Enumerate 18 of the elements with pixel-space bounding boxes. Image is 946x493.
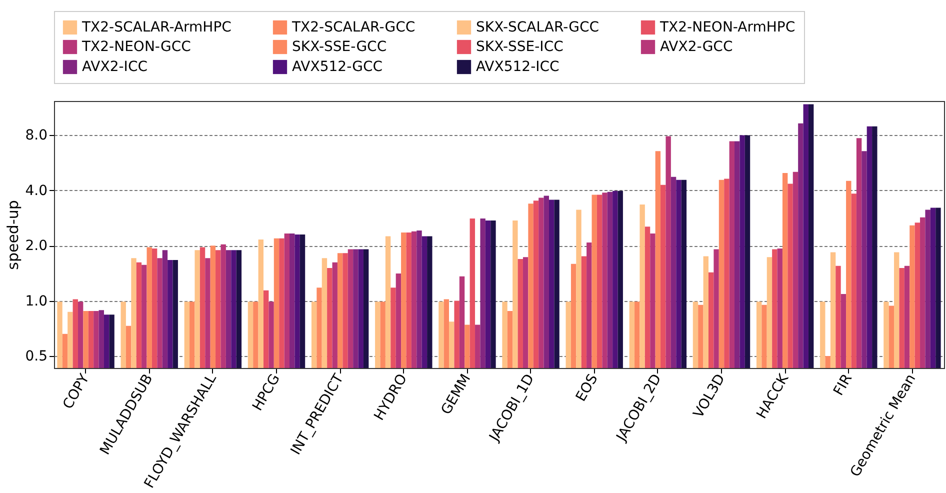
y-tick-label: 4.0 [25, 182, 48, 199]
y-tick-label: 1.0 [25, 293, 48, 310]
y-axis-title: speed-up [4, 200, 22, 270]
y-tick-label: 2.0 [25, 238, 48, 254]
legend-label: AVX512-GCC [292, 59, 383, 75]
legend-label: AVX2-ICC [82, 59, 148, 75]
legend-label: SKX-SSE-ICC [476, 39, 564, 55]
y-tick-label: 0.5 [25, 348, 48, 364]
y-tick-label: 8.0 [25, 128, 48, 144]
legend-label: AVX2-GCC [660, 39, 733, 55]
legend-label: SKX-SSE-GCC [292, 39, 387, 55]
legend-label: TX2-SCALAR-GCC [291, 19, 416, 36]
legend-label: TX2-NEON-ArmHPC [659, 19, 796, 36]
legend-label: SKX-SCALAR-GCC [476, 19, 600, 36]
legend-label: AVX512-ICC [476, 59, 560, 75]
legend-label: TX2-SCALAR-ArmHPC [81, 19, 232, 36]
legend-label: TX2-NEON-GCC [81, 39, 192, 55]
x-tick-label: FIR [830, 371, 856, 398]
